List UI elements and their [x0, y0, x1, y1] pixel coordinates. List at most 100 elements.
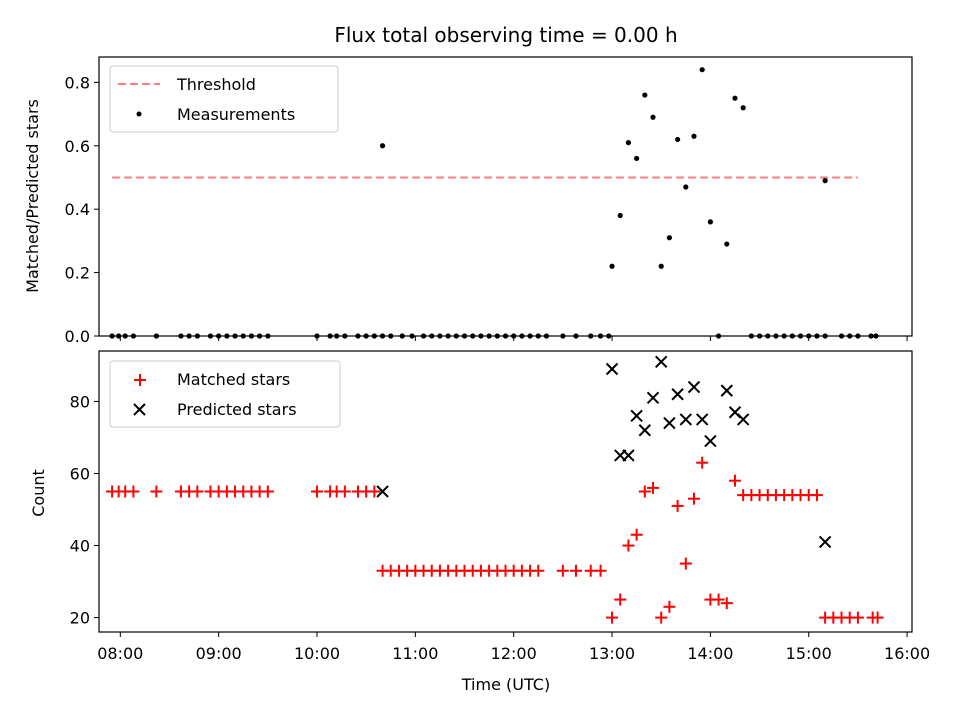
bottom-plot-frame [98, 350, 913, 633]
predicted-star-point [671, 388, 684, 401]
count-panel: Count Time (UTC) 20 40 60 80 08:00 09:00 10:0… [29, 350, 930, 694]
legend-matched: Matched stars [177, 370, 290, 389]
matched-star-point [606, 611, 619, 624]
top-y-tick-label: 0.8 [65, 73, 90, 92]
matched-star-point [261, 485, 274, 498]
predicted-star-point [695, 413, 709, 426]
matched-star-point [368, 485, 381, 498]
matched-star-point [569, 564, 582, 577]
top-plot-frame [98, 56, 913, 337]
matched-star-point [532, 564, 545, 577]
top-legend: Threshold Measurements [109, 65, 339, 133]
matched-star-point [679, 557, 692, 570]
predicted-star-point [376, 485, 389, 498]
matched-star-point [871, 611, 884, 624]
measurement-point [675, 136, 681, 143]
top-ylabel: Matched/Predicted stars [23, 99, 42, 293]
matched-star-point [728, 474, 741, 487]
matched-star-point [191, 485, 204, 498]
measurement-point [724, 241, 730, 247]
matched-star-point [851, 611, 864, 624]
matched-legend-swatch [134, 374, 146, 386]
matched-star-point [630, 528, 643, 541]
bottom-y-tick-label: 20 [70, 609, 90, 628]
bottom-x-tick-label: 12:00 [491, 644, 537, 663]
matched-star-point [647, 481, 660, 494]
matched-star-point [655, 611, 668, 624]
measurement-point [699, 67, 705, 73]
matched-star-point [720, 597, 733, 610]
measurement-point [634, 155, 640, 162]
measurement-point [691, 133, 697, 139]
matched-star-point [638, 485, 651, 498]
bottom-y-tick-label: 80 [70, 392, 90, 411]
measurement-point [625, 140, 632, 146]
matched-star-point [150, 485, 163, 498]
bottom-x-tick-label: 08:00 [97, 644, 143, 663]
predicted-star-point [704, 434, 717, 448]
measurements-legend-swatch [136, 111, 142, 117]
bottom-x-tick-label: 13:00 [589, 644, 635, 663]
predicted-stars-series [376, 355, 832, 549]
predicted-star-point [630, 409, 643, 423]
bottom-legend-box [109, 360, 341, 428]
bottom-x-tick-label: 16:00 [884, 644, 930, 663]
predicted-star-point [687, 380, 701, 394]
predicted-star-point [646, 391, 660, 405]
matched-star-point [810, 489, 823, 502]
measurement-point [658, 263, 664, 269]
predicted-star-point [622, 449, 635, 462]
matched-star-point [311, 485, 324, 498]
bottom-y-tick-label: 40 [70, 537, 90, 556]
matched-star-point [127, 485, 140, 498]
matched-stars-series [106, 456, 884, 624]
matched-star-point [338, 485, 351, 498]
bottom-xlabel: Time (UTC) [461, 675, 550, 694]
predicted-star-point [605, 362, 619, 376]
predicted-star-point [638, 424, 652, 437]
predicted-star-point [720, 384, 733, 397]
top-y-tick-label: 0.2 [65, 264, 90, 283]
matched-star-point [696, 456, 709, 469]
predicted-star-point [818, 535, 832, 549]
bottom-legend: Matched stars Predicted stars [109, 360, 341, 428]
matched-star-point [556, 564, 569, 577]
bottom-y-axis: 20 40 60 80 [70, 392, 99, 628]
bottom-ylabel: Count [29, 469, 48, 517]
measurement-point [617, 212, 623, 219]
predicted-star-point [679, 413, 693, 426]
ratio-panel: Matched/Predicted stars 0.00.20.40.60.8 … [23, 56, 913, 346]
top-y-tick-label: 0.4 [65, 200, 90, 219]
bottom-x-tick-label: 09:00 [196, 644, 242, 663]
top-legend-box [109, 65, 339, 133]
chart-title: Flux total observing time = 0.00 h [334, 23, 677, 47]
matched-star-point [712, 593, 725, 606]
measurement-point [379, 143, 386, 149]
measurement-point [683, 184, 689, 190]
matched-star-point [663, 600, 676, 613]
measurement-point [666, 235, 673, 241]
matched-star-point [594, 564, 607, 577]
measurement-point [822, 178, 828, 184]
matched-star-point [614, 593, 627, 606]
bottom-x-tick-label: 15:00 [786, 644, 832, 663]
measurement-point [642, 92, 648, 98]
measurement-point [707, 219, 713, 225]
legend-threshold: Threshold [176, 75, 256, 94]
top-y-tick-label: 0.0 [65, 327, 90, 346]
top-y-axis: 0.0 0.2 0.4 0.6 0.8 [65, 73, 99, 346]
bottom-x-tick-label: 14:00 [687, 644, 733, 663]
predicted-star-point [736, 413, 750, 426]
matched-star-point [622, 539, 635, 552]
legend-measurements: Measurements [177, 105, 295, 124]
legend-predicted: Predicted stars [177, 400, 297, 419]
matched-star-point [671, 499, 684, 512]
bottom-x-tick-label: 10:00 [294, 644, 340, 663]
measurement-point [650, 114, 656, 120]
predicted-legend-swatch [133, 403, 146, 416]
predicted-star-point [655, 355, 668, 369]
measurement-point [732, 95, 738, 101]
top-y-tick-label: 0.6 [65, 137, 90, 156]
measurement-point [609, 263, 615, 269]
